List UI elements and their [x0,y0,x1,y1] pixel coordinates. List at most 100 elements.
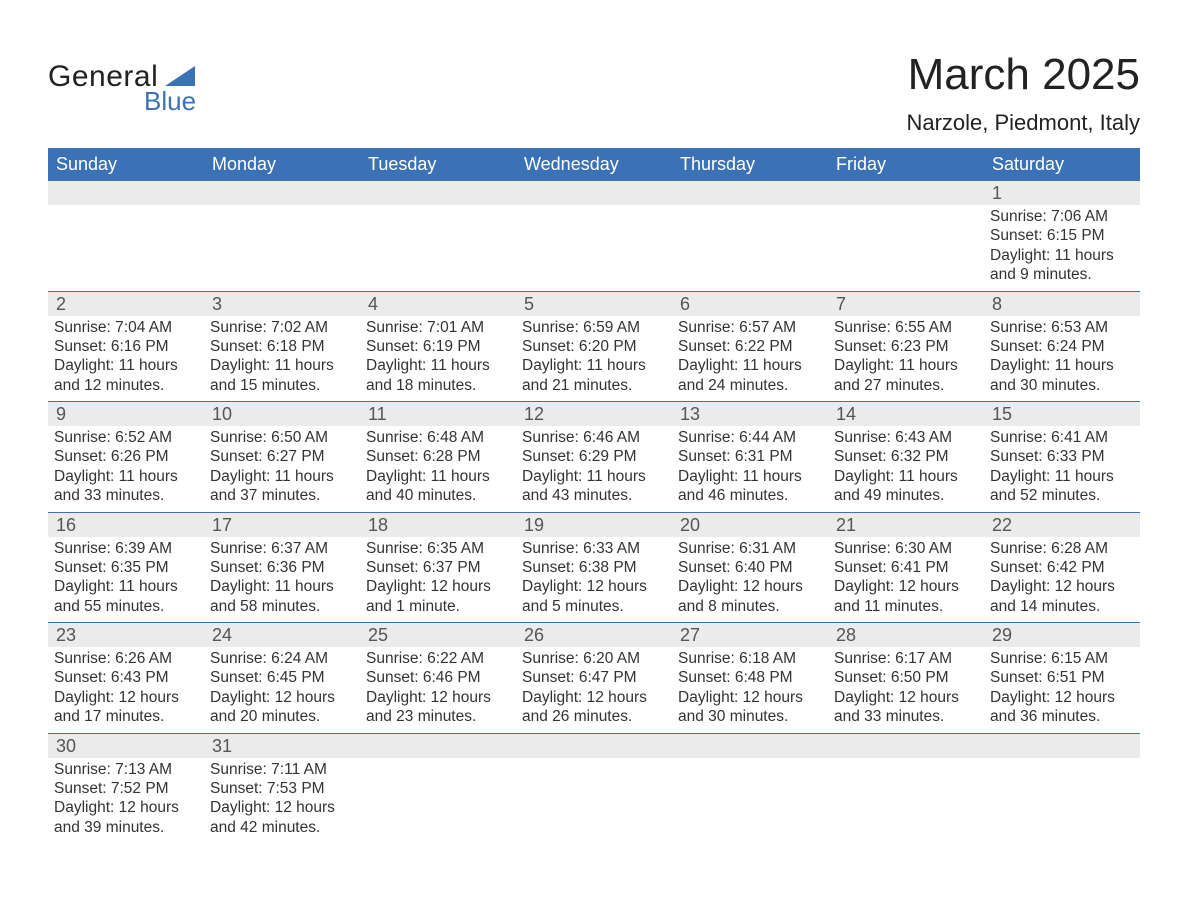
day-daylight2: and 40 minutes. [366,486,510,505]
month-title: March 2025 [906,50,1140,100]
day-sunset: Sunset: 6:46 PM [366,668,510,687]
day-details: Sunrise: 6:57 AMSunset: 6:22 PMDaylight:… [672,316,828,402]
day-sunrise: Sunrise: 6:35 AM [366,539,510,558]
day-details: Sunrise: 6:55 AMSunset: 6:23 PMDaylight:… [828,316,984,402]
day-sunset: Sunset: 6:42 PM [990,558,1134,577]
day-cell: 5Sunrise: 6:59 AMSunset: 6:20 PMDaylight… [516,292,672,402]
day-sunset: Sunset: 7:53 PM [210,779,354,798]
week-row: 30Sunrise: 7:13 AMSunset: 7:52 PMDayligh… [48,734,1140,844]
day-sunset: Sunset: 6:47 PM [522,668,666,687]
day-cell: 3Sunrise: 7:02 AMSunset: 6:18 PMDaylight… [204,292,360,402]
day-daylight1: Daylight: 11 hours [678,467,822,486]
day-daylight2: and 43 minutes. [522,486,666,505]
day-daylight2: and 23 minutes. [366,707,510,726]
day-number: 31 [204,734,360,758]
weekday-header-row: Sunday Monday Tuesday Wednesday Thursday… [48,148,1140,181]
day-details: Sunrise: 6:37 AMSunset: 6:36 PMDaylight:… [204,537,360,623]
day-daylight1: Daylight: 11 hours [834,467,978,486]
day-sunset: Sunset: 6:38 PM [522,558,666,577]
day-sunset: Sunset: 6:37 PM [366,558,510,577]
day-sunset: Sunset: 6:16 PM [54,337,198,356]
day-sunrise: Sunrise: 6:52 AM [54,428,198,447]
day-cell: 4Sunrise: 7:01 AMSunset: 6:19 PMDaylight… [360,292,516,402]
day-daylight1: Daylight: 11 hours [990,467,1134,486]
day-number: 28 [828,623,984,647]
day-cell: 10Sunrise: 6:50 AMSunset: 6:27 PMDayligh… [204,402,360,512]
day-daylight2: and 8 minutes. [678,597,822,616]
day-cell: 13 Sunrise: 6:44 AMSunset: 6:31 PMDayligh… [672,402,828,512]
day-number-empty [516,734,672,758]
day-number: 13 [672,402,828,426]
day-cell: 8Sunrise: 6:53 AMSunset: 6:24 PMDaylight… [984,292,1140,402]
day-daylight2: and 58 minutes. [210,597,354,616]
day-number: 3 [204,292,360,316]
day-number: 14 [828,402,984,426]
day-cell: 20Sunrise: 6:31 AMSunset: 6:40 PMDayligh… [672,513,828,623]
day-sunset: Sunset: 6:48 PM [678,668,822,687]
day-daylight2: and 55 minutes. [54,597,198,616]
day-daylight2: and 26 minutes. [522,707,666,726]
day-sunrise: Sunrise: 6:17 AM [834,649,978,668]
day-sunset: Sunset: 6:15 PM [990,226,1134,245]
day-cell [48,181,204,291]
weekday-header: Wednesday [516,148,672,181]
day-sunset: Sunset: 6:31 PM [678,447,822,466]
day-details: Sunrise: 6:30 AMSunset: 6:41 PMDaylight:… [828,537,984,623]
day-details: Sunrise: 6:31 AMSunset: 6:40 PMDaylight:… [672,537,828,623]
day-daylight1: Daylight: 12 hours [366,688,510,707]
day-daylight1: Daylight: 11 hours [522,467,666,486]
day-daylight2: and 12 minutes. [54,376,198,395]
day-sunrise: Sunrise: 6:43 AM [834,428,978,447]
day-daylight1: Daylight: 11 hours [522,356,666,375]
day-details: Sunrise: 6:43 AMSunset: 6:32 PMDaylight:… [828,426,984,512]
day-sunrise: Sunrise: 6:20 AM [522,649,666,668]
weekday-header: Saturday [984,148,1140,181]
day-number: 20 [672,513,828,537]
day-details: Sunrise: 6:28 AMSunset: 6:42 PMDaylight:… [984,537,1140,623]
location-subtitle: Narzole, Piedmont, Italy [906,110,1140,136]
day-number-empty [672,734,828,758]
title-block: March 2025 Narzole, Piedmont, Italy [906,30,1140,136]
day-cell: 6Sunrise: 6:57 AMSunset: 6:22 PMDaylight… [672,292,828,402]
day-number-empty [360,734,516,758]
day-daylight1: Daylight: 12 hours [210,798,354,817]
day-daylight1: Daylight: 11 hours [366,356,510,375]
day-cell: 29Sunrise: 6:15 AMSunset: 6:51 PMDayligh… [984,623,1140,733]
day-sunrise: Sunrise: 7:02 AM [210,318,354,337]
day-sunrise: Sunrise: 6:44 AM [678,428,822,447]
day-daylight1: Daylight: 12 hours [834,688,978,707]
day-daylight1: Daylight: 12 hours [366,577,510,596]
day-sunrise: Sunrise: 6:55 AM [834,318,978,337]
day-number: 27 [672,623,828,647]
day-sunset: Sunset: 6:36 PM [210,558,354,577]
day-number: 7 [828,292,984,316]
day-daylight2: and 33 minutes. [834,707,978,726]
day-cell [204,181,360,291]
day-daylight1: Daylight: 12 hours [678,577,822,596]
day-sunset: Sunset: 6:51 PM [990,668,1134,687]
day-details: Sunrise: 6:24 AMSunset: 6:45 PMDaylight:… [204,647,360,733]
day-cell: 17Sunrise: 6:37 AMSunset: 6:36 PMDayligh… [204,513,360,623]
day-sunrise: Sunrise: 7:11 AM [210,760,354,779]
day-number: 4 [360,292,516,316]
day-cell: 27Sunrise: 6:18 AMSunset: 6:48 PMDayligh… [672,623,828,733]
day-daylight2: and 11 minutes. [834,597,978,616]
day-details: Sunrise: 7:01 AMSunset: 6:19 PMDaylight:… [360,316,516,402]
day-number-empty [984,734,1140,758]
weekday-header: Friday [828,148,984,181]
calendar: Sunday Monday Tuesday Wednesday Thursday… [48,148,1140,843]
day-daylight1: Daylight: 11 hours [210,467,354,486]
day-sunset: Sunset: 6:19 PM [366,337,510,356]
day-details: Sunrise: 7:04 AMSunset: 6:16 PMDaylight:… [48,316,204,402]
day-number-empty [828,181,984,205]
day-daylight2: and 27 minutes. [834,376,978,395]
day-daylight1: Daylight: 11 hours [54,356,198,375]
week-row: 23Sunrise: 6:26 AMSunset: 6:43 PMDayligh… [48,623,1140,734]
day-details: Sunrise: 7:02 AMSunset: 6:18 PMDaylight:… [204,316,360,402]
day-daylight2: and 30 minutes. [678,707,822,726]
day-sunrise: Sunrise: 6:18 AM [678,649,822,668]
day-daylight1: Daylight: 11 hours [54,577,198,596]
day-daylight1: Daylight: 12 hours [522,577,666,596]
day-cell: 7Sunrise: 6:55 AMSunset: 6:23 PMDaylight… [828,292,984,402]
day-details: Sunrise: 6:33 AMSunset: 6:38 PMDaylight:… [516,537,672,623]
